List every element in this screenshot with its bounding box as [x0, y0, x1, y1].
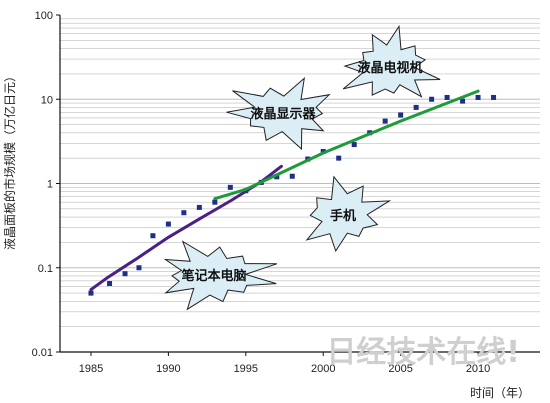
callout-label: 手机 [330, 208, 356, 224]
axes [56, 14, 540, 356]
data-point [227, 184, 233, 190]
data-point [196, 204, 202, 210]
data-point [136, 265, 142, 271]
y-tick-label: 1 [47, 179, 53, 191]
x-tick-labels: 1985 1990 1995 2000 2005 2010 [79, 363, 491, 375]
callout-label: 液晶显示器 [250, 106, 316, 122]
callout-starburst [163, 240, 278, 311]
callout-starburst [226, 77, 331, 151]
callout-label: 液晶电视机 [357, 60, 422, 76]
x-tick-label: 1990 [156, 363, 180, 375]
data-point [413, 104, 419, 110]
y-tick-label: 100 [35, 10, 53, 22]
data-point [398, 112, 404, 118]
x-tick-label: 1995 [234, 363, 258, 375]
data-point [107, 281, 113, 287]
y-tick-label: 0.1 [38, 263, 53, 275]
data-point [289, 173, 295, 179]
data-point [460, 98, 466, 104]
data-point [382, 118, 388, 124]
trend-line [213, 89, 480, 201]
data-point [181, 210, 187, 216]
x-axis-title: 时间（年） [470, 386, 530, 400]
y-axis-title: 液晶面板的市场规模（万亿日元） [2, 70, 17, 250]
x-tick-label: 2000 [311, 363, 335, 375]
watermark-text: 日经技术在线! [326, 335, 520, 370]
data-point [150, 233, 156, 239]
data-point [165, 221, 171, 227]
data-point [122, 271, 128, 277]
series-layer [88, 89, 497, 296]
data-point [491, 94, 497, 100]
callout-starburst [342, 24, 441, 98]
y-tick-labels: 0.01 0.1 1 10 100 [32, 10, 53, 359]
callout-label: 笔记本电脑 [181, 268, 246, 284]
y-tick-label: 10 [41, 94, 53, 106]
x-tick-label: 2010 [466, 363, 490, 375]
data-point [475, 94, 481, 100]
grid-lines [60, 18, 540, 327]
data-point [274, 174, 280, 180]
data-point [212, 199, 218, 205]
data-point [88, 290, 94, 296]
x-tick-label: 2005 [388, 363, 412, 375]
data-point [336, 155, 342, 161]
x-tick-label: 1985 [79, 363, 103, 375]
y-tick-label: 0.01 [32, 347, 53, 359]
data-point [351, 142, 357, 148]
data-point [429, 96, 435, 102]
callout-starburst [305, 175, 392, 253]
data-point [444, 94, 450, 100]
